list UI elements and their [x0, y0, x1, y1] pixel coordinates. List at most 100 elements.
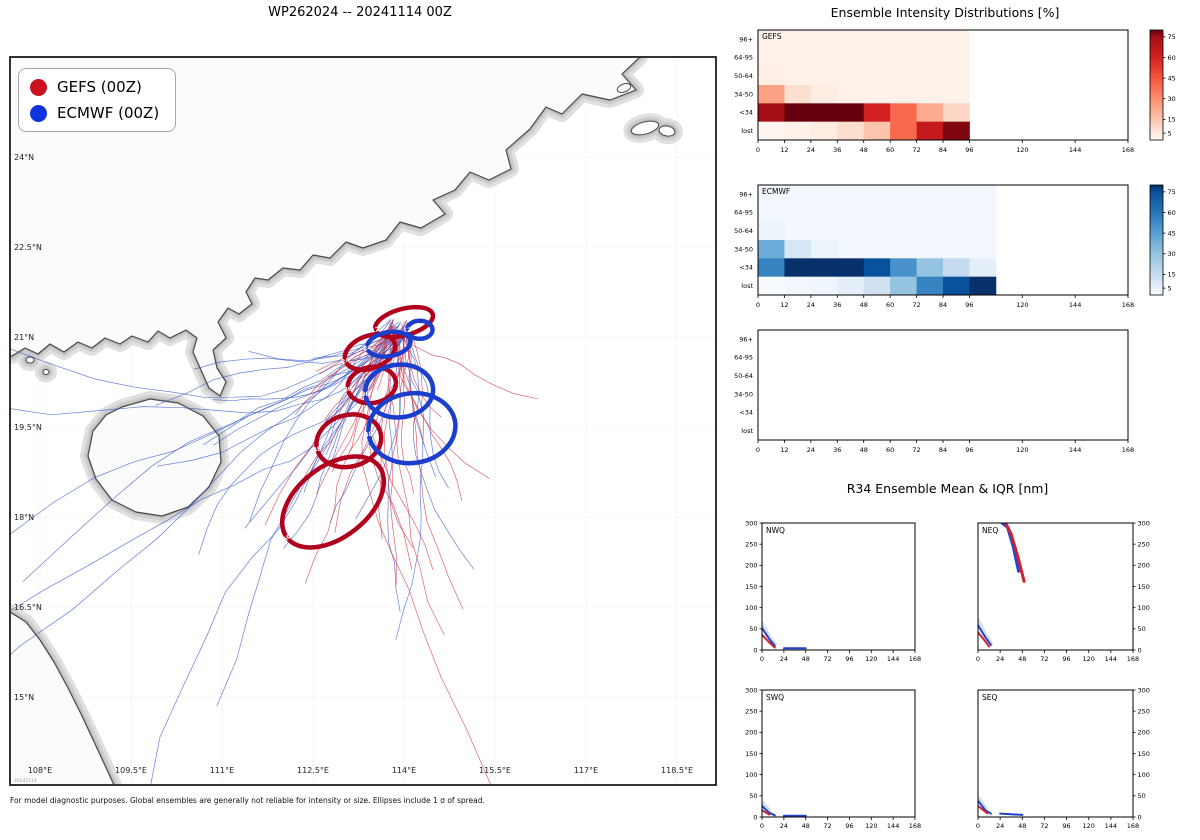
svg-text:150: 150: [745, 583, 757, 591]
svg-text:50-64: 50-64: [734, 72, 753, 80]
svg-text:114°E: 114°E: [392, 766, 416, 775]
svg-text:50: 50: [749, 792, 757, 800]
svg-text:50: 50: [1138, 792, 1146, 800]
svg-text:96: 96: [845, 655, 853, 663]
svg-text:12: 12: [370, 326, 380, 335]
svg-text:96+: 96+: [739, 190, 753, 198]
svg-text:SEQ: SEQ: [982, 693, 997, 702]
svg-text:75: 75: [1168, 188, 1176, 196]
legend-item-ecmwf: ECMWF (00Z): [30, 104, 159, 122]
svg-text:120: 120: [1016, 301, 1028, 309]
svg-text:100: 100: [1138, 604, 1150, 612]
gefs-tracks: [264, 319, 539, 784]
svg-text:24: 24: [807, 446, 815, 454]
svg-text:24: 24: [363, 344, 372, 352]
svg-text:250: 250: [1138, 707, 1150, 715]
svg-text:72: 72: [823, 822, 831, 830]
svg-text:21°N: 21°N: [14, 333, 34, 342]
svg-text:60: 60: [1168, 54, 1176, 62]
svg-text:168: 168: [1127, 822, 1139, 830]
svg-text:100: 100: [745, 604, 757, 612]
legend-item-gefs: GEFS (00Z): [30, 78, 159, 96]
svg-text:30: 30: [1168, 250, 1176, 258]
svg-text:144: 144: [1105, 822, 1117, 830]
svg-text:NWQ: NWQ: [766, 526, 785, 535]
svg-text:48: 48: [364, 431, 373, 439]
r34-swq-panel: SWQ 0 24 48 72 96 120 144 168 0 50 100 150 200 250 300: [745, 686, 921, 830]
svg-text:24: 24: [996, 822, 1004, 830]
svg-text:168: 168: [1127, 655, 1139, 663]
svg-text:300: 300: [745, 519, 757, 527]
svg-text:24: 24: [996, 655, 1004, 663]
svg-text:150: 150: [745, 750, 757, 758]
svg-text:120: 120: [1016, 146, 1028, 154]
svg-text:120: 120: [1083, 655, 1095, 663]
svg-text:<34: <34: [739, 409, 753, 417]
svg-text:250: 250: [1138, 540, 1150, 548]
svg-text:48: 48: [802, 655, 810, 663]
svg-text:48: 48: [860, 301, 868, 309]
svg-text:112.5°E: 112.5°E: [297, 766, 329, 775]
svg-text:12: 12: [780, 301, 788, 309]
svg-text:168: 168: [909, 822, 921, 830]
svg-text:lost: lost: [741, 427, 753, 435]
svg-text:24: 24: [807, 301, 815, 309]
svg-text:48: 48: [860, 146, 868, 154]
svg-text:15: 15: [1168, 116, 1176, 124]
svg-text:60: 60: [282, 533, 293, 544]
svg-text:120: 120: [1016, 446, 1028, 454]
map-gridlines: [11, 58, 715, 784]
coastline: [11, 58, 683, 784]
intensity-panel-empty: 96+ 64-95 50-64 34-50 <34 lost 0 12 24 36 48 60 72 84…: [734, 329, 1134, 454]
svg-text:120: 120: [1083, 822, 1095, 830]
svg-text:<34: <34: [739, 264, 753, 272]
svg-text:64-95: 64-95: [734, 209, 753, 217]
svg-text:96: 96: [1062, 655, 1070, 663]
intensity-panel-ECMWF: ECMWF 96+ 64-95 50-64 34-50 <34 lost 0 12 24 36 48 6…: [734, 184, 1134, 309]
svg-text:36: 36: [343, 386, 352, 394]
svg-text:5: 5: [1168, 129, 1172, 137]
svg-text:250: 250: [745, 540, 757, 548]
svg-text:84: 84: [939, 446, 947, 454]
svg-text:109.5°E: 109.5°E: [115, 766, 147, 775]
svg-text:0: 0: [760, 822, 764, 830]
legend-label-ecmwf: ECMWF (00Z): [57, 104, 160, 122]
ecmwf-ellipses: 12 24 36 48: [361, 318, 458, 466]
svg-text:96: 96: [965, 146, 973, 154]
svg-text:144: 144: [1069, 301, 1081, 309]
svg-text:0: 0: [976, 822, 980, 830]
r34-section-title: R34 Ensemble Mean & IQR [nm]: [846, 481, 1049, 496]
svg-text:48: 48: [1018, 822, 1026, 830]
svg-text:24°N: 24°N: [14, 153, 34, 162]
svg-text:168: 168: [1122, 301, 1134, 309]
colorbar-ecmwf: 75 60 45 30 15 5: [1149, 184, 1176, 296]
svg-text:144: 144: [887, 822, 899, 830]
svg-text:16.5°N: 16.5°N: [14, 603, 42, 612]
svg-text:200: 200: [745, 729, 757, 737]
svg-text:144: 144: [1069, 446, 1081, 454]
svg-text:50: 50: [1138, 625, 1146, 633]
svg-text:0: 0: [753, 813, 757, 821]
svg-text:168: 168: [1122, 446, 1134, 454]
svg-text:0: 0: [756, 446, 760, 454]
svg-text:60: 60: [886, 301, 894, 309]
svg-text:34-50: 34-50: [734, 245, 753, 253]
svg-text:118.5°E: 118.5°E: [661, 766, 693, 775]
svg-text:60: 60: [1168, 209, 1176, 217]
svg-text:24: 24: [341, 357, 351, 366]
svg-text:72: 72: [1040, 822, 1048, 830]
svg-text:108°E: 108°E: [28, 766, 52, 775]
svg-text:0: 0: [756, 146, 760, 154]
svg-text:<34: <34: [739, 109, 753, 117]
svg-text:96+: 96+: [739, 335, 753, 343]
svg-text:12: 12: [403, 327, 411, 334]
svg-text:12: 12: [780, 146, 788, 154]
svg-text:0: 0: [756, 301, 760, 309]
svg-text:12: 12: [780, 446, 788, 454]
svg-text:30: 30: [1168, 95, 1176, 103]
svg-text:144: 144: [1105, 655, 1117, 663]
svg-text:84: 84: [939, 146, 947, 154]
svg-text:0: 0: [753, 646, 757, 654]
svg-text:200: 200: [1138, 562, 1150, 570]
